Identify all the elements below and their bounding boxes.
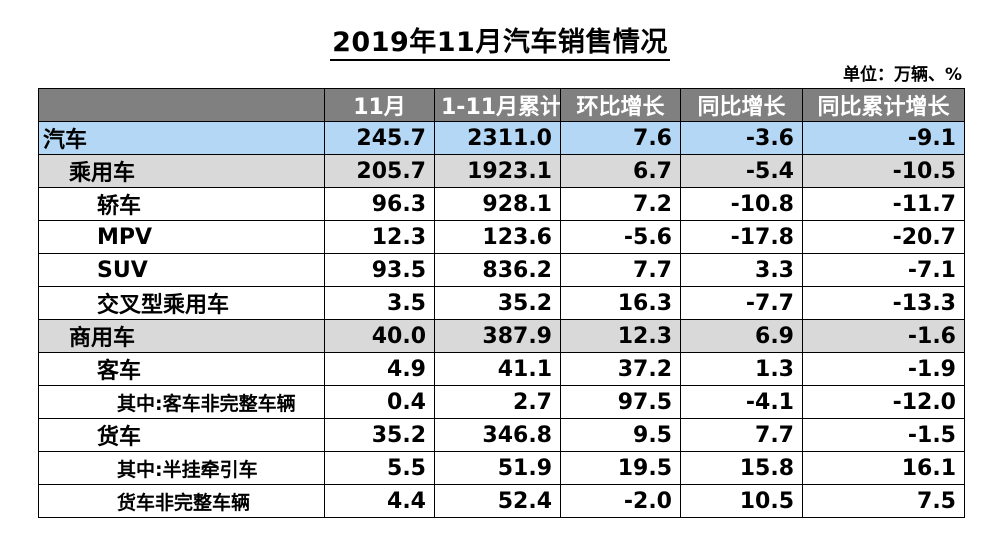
cell-mom: 7.6 — [560, 121, 681, 155]
cell-mom: 12.3 — [560, 319, 681, 353]
cell-mom: -5.6 — [560, 220, 681, 254]
cell-category: SUV — [38, 253, 325, 287]
unit-label: 单位：万辆、% — [842, 65, 962, 85]
cell-yoy-ytd: 7.5 — [802, 484, 965, 518]
cell-ytd: 928.1 — [434, 187, 561, 221]
cell-category: MPV — [38, 220, 325, 254]
cell-ytd: 1923.1 — [434, 154, 561, 188]
cell-mom: 19.5 — [560, 451, 681, 485]
cell-month: 0.4 — [324, 385, 435, 419]
cell-ytd: 51.9 — [434, 451, 561, 485]
table-row: 交叉型乘用车 3.5 35.2 16.3 -7.7 -13.3 — [38, 286, 965, 320]
cell-yoy: 1.3 — [680, 352, 803, 386]
cell-ytd: 35.2 — [434, 286, 561, 320]
cell-category: 轿车 — [38, 187, 325, 221]
header-cell-yoy-ytd: 同比累计增长 — [802, 88, 965, 122]
cell-ytd: 41.1 — [434, 352, 561, 386]
cell-month: 4.9 — [324, 352, 435, 386]
cell-category: 商用车 — [38, 319, 325, 353]
cell-yoy: 3.3 — [680, 253, 803, 287]
cell-month: 35.2 — [324, 418, 435, 452]
cell-yoy: -3.6 — [680, 121, 803, 155]
table-row: 其中:客车非完整车辆 0.4 2.7 97.5 -4.1 -12.0 — [38, 385, 965, 419]
cell-yoy-ytd: 16.1 — [802, 451, 965, 485]
cell-month: 93.5 — [324, 253, 435, 287]
cell-yoy: 10.5 — [680, 484, 803, 518]
cell-yoy: 7.7 — [680, 418, 803, 452]
table-row: 客车 4.9 41.1 37.2 1.3 -1.9 — [38, 352, 965, 386]
cell-yoy-ytd: -1.5 — [802, 418, 965, 452]
title-text: 2019年11月汽车销售情况 — [330, 27, 670, 61]
cell-category: 货车 — [38, 418, 325, 452]
cell-month: 5.5 — [324, 451, 435, 485]
cell-month: 3.5 — [324, 286, 435, 320]
cell-mom: 7.2 — [560, 187, 681, 221]
cell-yoy: 15.8 — [680, 451, 803, 485]
cell-category: 汽车 — [38, 121, 325, 155]
cell-category: 客车 — [38, 352, 325, 386]
cell-mom: 37.2 — [560, 352, 681, 386]
cell-month: 96.3 — [324, 187, 435, 221]
table-row: 货车非完整车辆 4.4 52.4 -2.0 10.5 7.5 — [38, 484, 965, 518]
cell-month: 245.7 — [324, 121, 435, 155]
table-row: MPV 12.3 123.6 -5.6 -17.8 -20.7 — [38, 220, 965, 254]
header-cell-ytd: 1-11月累计 — [434, 88, 561, 122]
cell-category: 其中:客车非完整车辆 — [38, 385, 325, 419]
cell-yoy-ytd: -9.1 — [802, 121, 965, 155]
table-row: SUV 93.5 836.2 7.7 3.3 -7.1 — [38, 253, 965, 287]
sales-table: 11月 1-11月累计 环比增长 同比增长 同比累计增长 汽车 245.7 2311… — [38, 88, 965, 518]
table-row: 轿车 96.3 928.1 7.2 -10.8 -11.7 — [38, 187, 965, 221]
table-row: 商用车 40.0 387.9 12.3 6.9 -1.6 — [38, 319, 965, 353]
cell-yoy-ytd: -1.6 — [802, 319, 965, 353]
cell-yoy-ytd: -7.1 — [802, 253, 965, 287]
cell-month: 4.4 — [324, 484, 435, 518]
cell-mom: 6.7 — [560, 154, 681, 188]
cell-mom: -2.0 — [560, 484, 681, 518]
cell-yoy: -10.8 — [680, 187, 803, 221]
cell-yoy: -7.7 — [680, 286, 803, 320]
cell-ytd: 2.7 — [434, 385, 561, 419]
cell-yoy: -17.8 — [680, 220, 803, 254]
cell-yoy-ytd: -1.9 — [802, 352, 965, 386]
table-body: 汽车 245.7 2311.0 7.6 -3.6 -9.1 乘用车 205.7 1923.1 6.… — [38, 121, 965, 518]
cell-category: 货车非完整车辆 — [38, 484, 325, 518]
cell-yoy-ytd: -10.5 — [802, 154, 965, 188]
table-row: 乘用车 205.7 1923.1 6.7 -5.4 -10.5 — [38, 154, 965, 188]
cell-yoy: -4.1 — [680, 385, 803, 419]
cell-mom: 7.7 — [560, 253, 681, 287]
cell-mom: 97.5 — [560, 385, 681, 419]
cell-yoy: 6.9 — [680, 319, 803, 353]
cell-yoy-ytd: -11.7 — [802, 187, 965, 221]
cell-ytd: 123.6 — [434, 220, 561, 254]
header-cell-yoy: 同比增长 — [680, 88, 803, 122]
cell-month: 12.3 — [324, 220, 435, 254]
header-cell-month: 11月 — [324, 88, 435, 122]
header-row: 11月 1-11月累计 环比增长 同比增长 同比累计增长 — [38, 88, 965, 122]
cell-yoy-ytd: -12.0 — [802, 385, 965, 419]
header-cell-mom: 环比增长 — [560, 88, 681, 122]
cell-ytd: 387.9 — [434, 319, 561, 353]
cell-ytd: 346.8 — [434, 418, 561, 452]
cell-category: 其中:半挂牵引车 — [38, 451, 325, 485]
table-row: 汽车 245.7 2311.0 7.6 -3.6 -9.1 — [38, 121, 965, 155]
cell-month: 40.0 — [324, 319, 435, 353]
cell-category: 乘用车 — [38, 154, 325, 188]
page-title: 2019年11月汽车销售情况 — [0, 20, 1000, 61]
cell-category: 交叉型乘用车 — [38, 286, 325, 320]
cell-ytd: 2311.0 — [434, 121, 561, 155]
cell-ytd: 836.2 — [434, 253, 561, 287]
cell-mom: 16.3 — [560, 286, 681, 320]
header-cell-category — [38, 88, 325, 122]
cell-ytd: 52.4 — [434, 484, 561, 518]
cell-yoy-ytd: -13.3 — [802, 286, 965, 320]
cell-yoy: -5.4 — [680, 154, 803, 188]
table-row: 货车 35.2 346.8 9.5 7.7 -1.5 — [38, 418, 965, 452]
cell-yoy-ytd: -20.7 — [802, 220, 965, 254]
table-row: 其中:半挂牵引车 5.5 51.9 19.5 15.8 16.1 — [38, 451, 965, 485]
cell-month: 205.7 — [324, 154, 435, 188]
cell-mom: 9.5 — [560, 418, 681, 452]
